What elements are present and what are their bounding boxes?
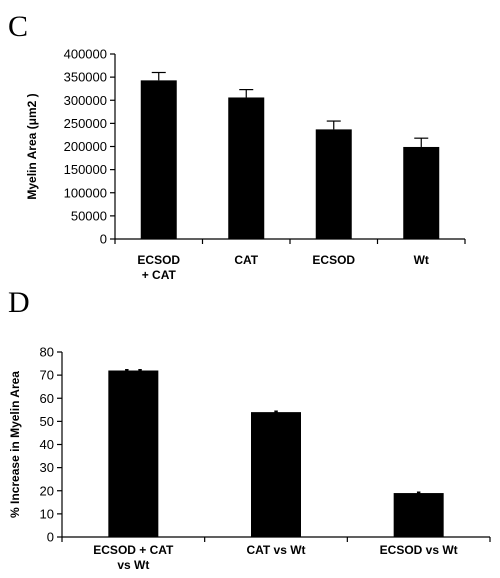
y-tick-label: 400000	[64, 47, 107, 62]
y-tick-label: 80	[40, 345, 54, 360]
significance-marker: *	[269, 404, 283, 442]
y-tick-label: 50000	[71, 208, 107, 223]
y-tick-label: 250000	[64, 116, 107, 131]
y-tick-label: 30	[40, 460, 54, 475]
bar	[393, 493, 444, 537]
y-tick-label: 0	[47, 530, 54, 545]
y-tick-label: 300000	[64, 93, 107, 108]
x-category-label: ECSOD + CAT	[137, 253, 180, 282]
bar	[315, 129, 352, 239]
x-category-label: CAT	[234, 253, 258, 267]
bar	[403, 146, 440, 239]
y-tick-label: 0	[100, 232, 107, 247]
x-category-label: Wt	[414, 253, 429, 267]
x-category-label: ECSOD	[312, 253, 355, 267]
x-category-label: ECSOD + CAT vs Wt	[93, 543, 174, 572]
y-tick-label: 70	[40, 368, 54, 383]
y-tick-label: 60	[40, 391, 54, 406]
y-tick-label: 200000	[64, 139, 107, 154]
panel-c-label: C	[8, 10, 29, 43]
y-tick-label: 20	[40, 483, 54, 498]
y-tick-label: 150000	[64, 162, 107, 177]
panel-d-label: D	[8, 286, 30, 319]
y-tick-label: 10	[40, 506, 54, 521]
y-tick-label: 350000	[64, 70, 107, 85]
significance-marker: *	[412, 485, 426, 523]
x-category-label: ECSOD vs Wt	[380, 543, 458, 557]
bar	[140, 80, 177, 239]
y-tick-label: 40	[40, 437, 54, 452]
bar	[108, 370, 159, 537]
y-axis-label: % Increase in Myelin Area	[8, 371, 22, 518]
y-axis-label: Myelin Area (μm2 )	[25, 93, 39, 199]
bar	[228, 97, 265, 239]
significance-marker: **	[120, 363, 147, 401]
bar	[251, 412, 301, 537]
y-tick-label: 50	[40, 414, 54, 429]
y-tick-label: 100000	[64, 185, 107, 200]
x-category-label: CAT vs Wt	[246, 543, 305, 557]
